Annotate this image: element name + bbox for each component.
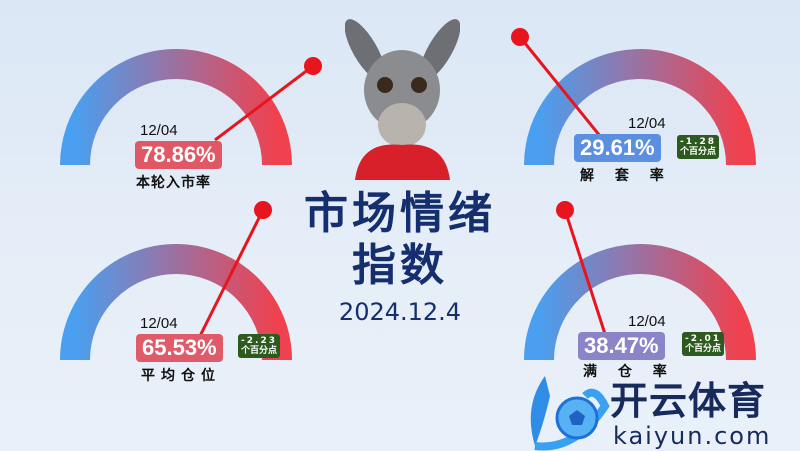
change-badge: -2.01 个百分点 [682, 332, 725, 356]
gauge-value: 29.61% [574, 134, 661, 162]
gauge-pointer-dot [254, 201, 272, 219]
donkey-mascot [345, 19, 460, 180]
gauge-date: 12/04 [140, 315, 178, 332]
kaiyun-logo: 开云体育 kaiyun.com [515, 366, 800, 451]
gauge-arc [524, 49, 756, 166]
gauge-label: 满 仓 率 [583, 364, 675, 380]
page-title: 市场情绪 指数 [304, 188, 496, 291]
logo-en-text: kaiyun.com [613, 422, 772, 450]
report-date: 2024.12.4 [338, 298, 462, 326]
gauge-value: 38.47% [578, 332, 665, 360]
gauge-date: 12/04 [628, 313, 666, 330]
gauge-value: 65.53% [136, 334, 223, 362]
gauge-label: 平均仓位 [141, 368, 221, 384]
gauge-label: 本轮入市率 [136, 175, 211, 191]
gauge-pointer [518, 36, 602, 137]
gauge-arc [60, 49, 292, 166]
gauge-pointer [198, 209, 265, 337]
gauge-value: 78.86% [135, 141, 222, 169]
gauge-arc [60, 244, 292, 361]
gauge-pointer-dot [511, 28, 529, 46]
logo-ball-icon [530, 376, 610, 451]
gauge-date: 12/04 [628, 115, 666, 132]
gauge-arc [524, 244, 756, 361]
gauge-date: 12/04 [140, 122, 178, 139]
change-badge: -2.23 个百分点 [238, 334, 281, 358]
change-badge: -1.28 个百分点 [677, 135, 720, 159]
gauge-pointer-dot [556, 201, 574, 219]
gauge-label: 解 套 率 [580, 168, 672, 184]
logo-cn-text: 开云体育 [610, 379, 767, 423]
gauge-pointer [563, 209, 607, 335]
gauge-pointer [214, 64, 314, 142]
gauge-pointer-dot [304, 57, 322, 75]
